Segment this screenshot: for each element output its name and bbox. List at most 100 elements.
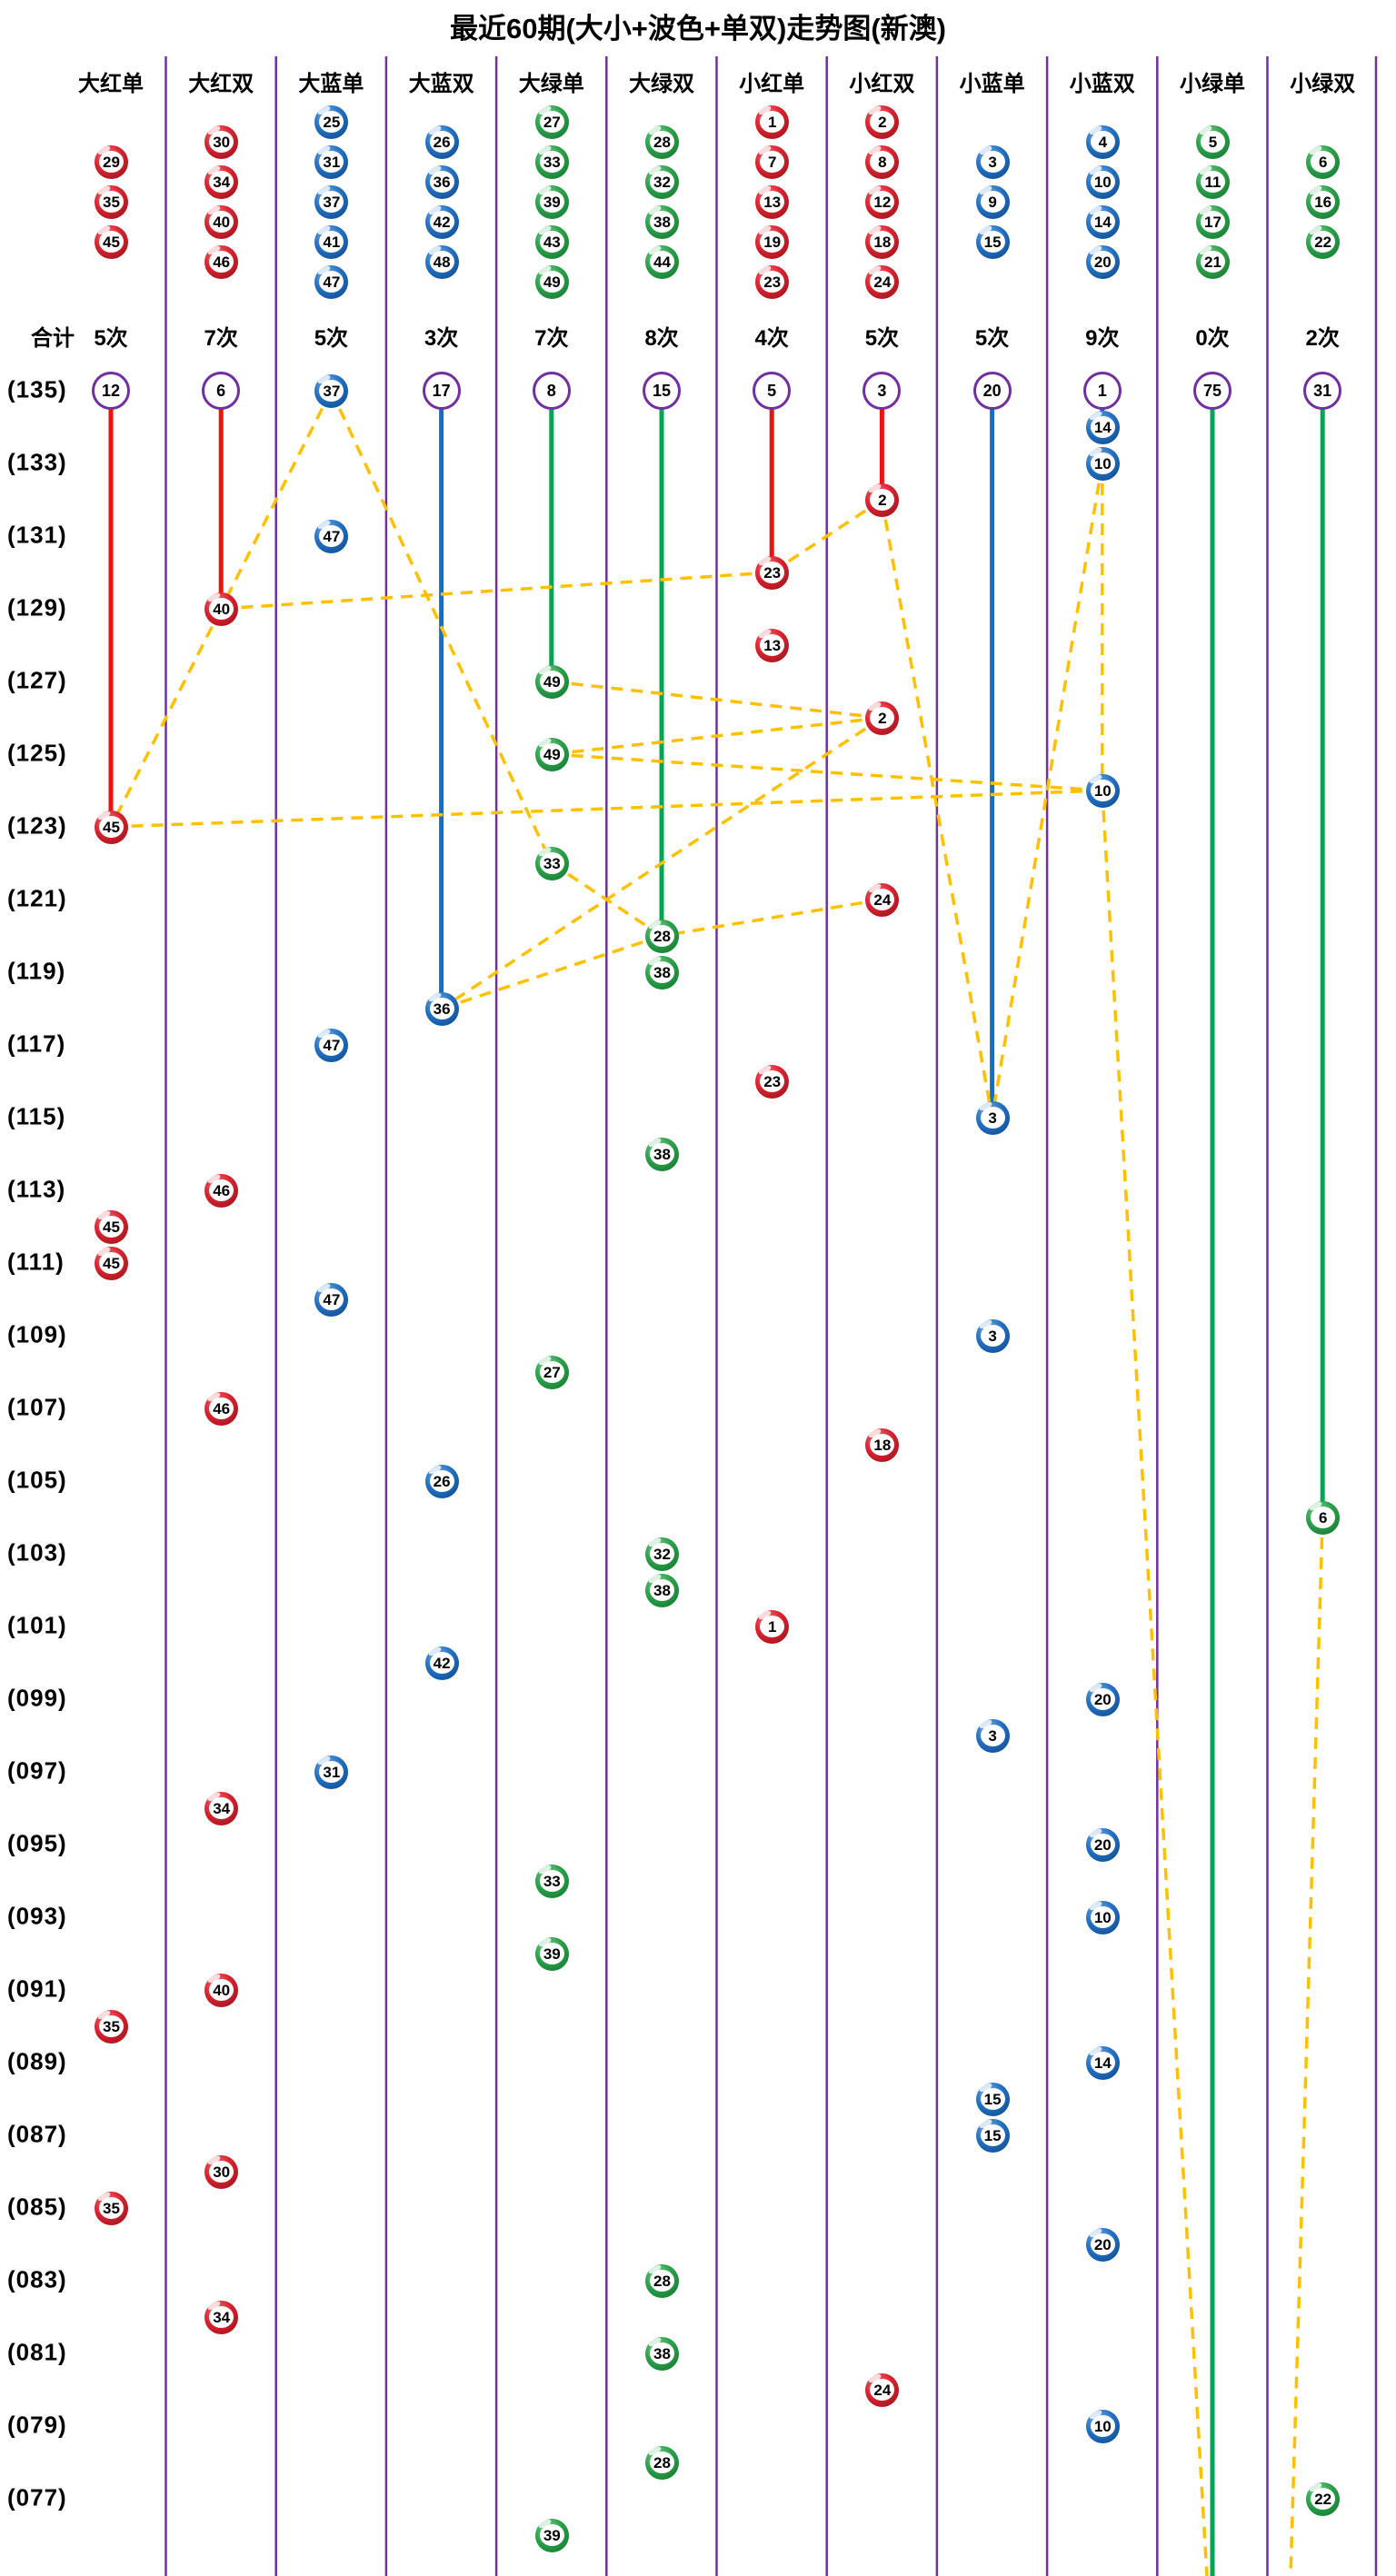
ball-number: 2 — [878, 113, 887, 131]
row-label-(089): (089) — [7, 2047, 67, 2075]
ball-number: 38 — [653, 2344, 671, 2362]
row-label-(115): (115) — [7, 1102, 66, 1130]
header-ball-blue: 15 — [975, 225, 1010, 259]
ball-number: 24 — [873, 890, 892, 909]
ball-number: 47 — [323, 527, 341, 545]
miss-count-circle: 17 — [422, 372, 461, 410]
ball-number: 1 — [767, 1617, 777, 1636]
draw-ball-green: 38 — [645, 2337, 679, 2371]
ball-number: 28 — [653, 927, 671, 945]
ball-number: 15 — [983, 233, 1002, 251]
header-ball-blue: 31 — [314, 145, 349, 179]
header-ball-green: 16 — [1306, 185, 1341, 219]
draw-ball-green: 28 — [645, 2446, 679, 2480]
row-label-(095): (095) — [7, 1829, 67, 1857]
ball-number: 40 — [213, 213, 231, 231]
draw-ball-red: 45 — [95, 1210, 128, 1244]
ball-number: 45 — [103, 1218, 120, 1236]
draw-ball-blue: 20 — [1085, 1828, 1120, 1862]
draw-ball-green: 33 — [534, 1865, 569, 1898]
header-ball-red: 34 — [204, 165, 239, 199]
column-count-小蓝双: 9次 — [1085, 326, 1120, 351]
column-count-大蓝双: 3次 — [424, 326, 459, 351]
ball-number: 14 — [1093, 418, 1112, 436]
row-label-(087): (087) — [7, 2120, 67, 2148]
header-ball-blue: 47 — [314, 265, 349, 299]
ball-number: 35 — [103, 193, 120, 211]
ball-number: 10 — [1093, 1908, 1112, 1926]
ball-number: 31 — [323, 153, 341, 171]
ball-number: 47 — [323, 1036, 341, 1054]
row-label-(121): (121) — [7, 884, 67, 912]
header-ball-green: 49 — [534, 265, 569, 299]
dash-connector — [551, 680, 882, 720]
ball-number: 38 — [653, 213, 671, 231]
ball-number: 49 — [543, 745, 561, 763]
draw-ball-green: 6 — [1306, 1501, 1341, 1535]
draw-ball-green: 38 — [645, 1574, 679, 1607]
ball-number: 3 — [988, 1327, 997, 1345]
dash-connector — [110, 789, 1102, 829]
draw-ball-blue: 31 — [314, 1755, 349, 1789]
ball-number: 49 — [543, 672, 561, 691]
dash-connector — [771, 498, 883, 574]
header-ball-green: 28 — [645, 125, 679, 159]
draw-ball-green: 49 — [534, 665, 569, 699]
header-ball-green: 21 — [1196, 245, 1230, 279]
ball-number: 27 — [543, 1363, 561, 1381]
draw-ball-blue: 36 — [424, 992, 459, 1026]
header-ball-green: 32 — [645, 165, 679, 199]
header-ball-red: 40 — [204, 205, 239, 239]
draw-ball-blue: 20 — [1085, 1683, 1120, 1716]
dash-connector — [990, 462, 1104, 1119]
header-ball-red: 7 — [755, 145, 790, 179]
ball-number: 3 — [988, 1109, 997, 1127]
ball-number: 47 — [323, 1290, 341, 1308]
miss-count-circle: 75 — [1193, 372, 1231, 410]
header-ball-green: 43 — [534, 225, 569, 259]
header-ball-green: 39 — [534, 185, 569, 219]
draw-ball-blue: 15 — [975, 2083, 1010, 2116]
dash-connector — [880, 499, 994, 1119]
row-label-(077): (077) — [7, 2483, 67, 2511]
header-ball-red: 23 — [755, 265, 790, 299]
draw-ball-red: 24 — [865, 2373, 900, 2407]
ball-number: 44 — [653, 253, 671, 271]
row-label-(085): (085) — [7, 2193, 67, 2221]
ball-number: 41 — [323, 233, 341, 251]
ball-number: 38 — [653, 963, 671, 981]
draw-ball-red: 45 — [95, 811, 128, 844]
dash-connector — [551, 716, 882, 756]
draw-ball-blue: 14 — [1085, 411, 1120, 444]
ball-number: 37 — [323, 193, 341, 211]
row-label-(079): (079) — [7, 2411, 67, 2439]
row-label-(103): (103) — [7, 1538, 67, 1566]
ball-number: 33 — [543, 854, 561, 872]
ball-number: 20 — [1093, 1690, 1112, 1708]
draw-ball-red: 40 — [204, 592, 239, 626]
row-label-(131): (131) — [7, 521, 67, 549]
header-ball-green: 38 — [645, 205, 679, 239]
ball-number: 10 — [1093, 2417, 1112, 2435]
ball-number: 33 — [543, 1872, 561, 1890]
miss-count-circle: 15 — [643, 372, 681, 410]
page-title: 最近60期(大小+波色+单双)走势图(新澳) — [450, 13, 946, 45]
ball-number: 23 — [763, 1072, 782, 1090]
ball-number: 6 — [1318, 1508, 1328, 1527]
ball-number: 38 — [653, 1581, 671, 1599]
ball-number: 34 — [213, 173, 231, 191]
ball-number: 15 — [983, 2090, 1002, 2108]
ball-number: 43 — [543, 233, 561, 251]
ball-number: 46 — [213, 1399, 231, 1417]
draw-ball-blue: 10 — [1085, 2410, 1120, 2443]
draw-ball-green: 38 — [645, 1138, 679, 1171]
ball-number: 14 — [1093, 213, 1112, 231]
ball-number: 40 — [213, 600, 231, 618]
header-ball-blue: 37 — [314, 185, 349, 219]
ball-number: 42 — [433, 1654, 451, 1672]
ball-number: 34 — [213, 1799, 231, 1817]
draw-ball-red: 23 — [755, 1065, 790, 1099]
draw-ball-green: 38 — [645, 956, 679, 990]
ball-number: 46 — [213, 253, 231, 271]
header-ball-red: 2 — [865, 105, 900, 139]
